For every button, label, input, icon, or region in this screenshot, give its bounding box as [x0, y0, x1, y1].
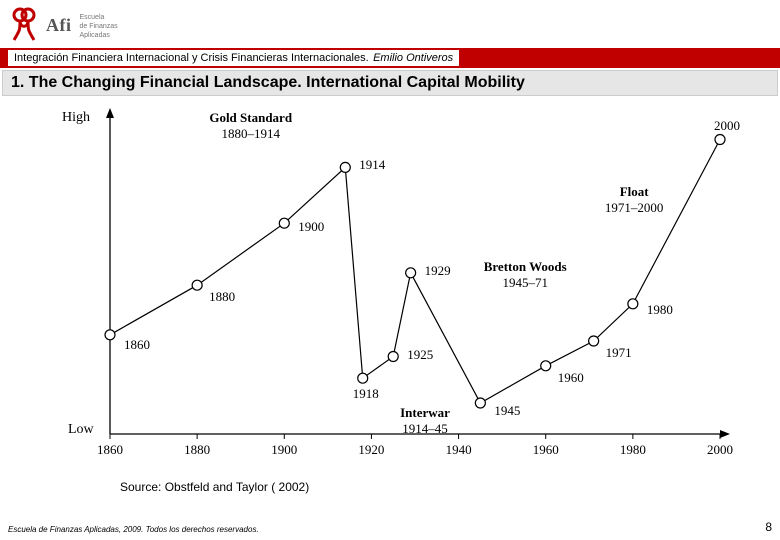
x-tick-label: 1980	[620, 442, 646, 458]
era-label: Interwar1914–45	[365, 405, 485, 437]
point-label: 2000	[714, 118, 740, 134]
y-label-high: High	[62, 110, 90, 126]
section-title: 1. The Changing Financial Landscape. Int…	[11, 74, 525, 91]
course-title: Integración Financiera Internacional y C…	[14, 52, 369, 64]
point-label: 1945	[494, 403, 520, 419]
era-label: Float1971–2000	[574, 184, 694, 216]
course-author: Emilio Ontiveros	[373, 52, 453, 64]
chart-source: Source: Obstfeld and Taylor ( 2002)	[120, 480, 780, 494]
course-header-bar: Integración Financiera Internacional y C…	[0, 48, 780, 68]
logo-subtitle: Escuela de Finanzas Aplicadas	[80, 12, 118, 39]
x-tick-label: 1860	[97, 442, 123, 458]
point-label: 1980	[647, 302, 673, 318]
x-tick-label: 1960	[533, 442, 559, 458]
era-label: Bretton Woods1945–71	[465, 259, 585, 291]
course-header-inner: Integración Financiera Internacional y C…	[8, 50, 459, 66]
x-tick-label: 1900	[271, 442, 297, 458]
section-title-bar: 1. The Changing Financial Landscape. Int…	[2, 70, 778, 96]
point-label: 1918	[353, 386, 379, 402]
x-tick-label: 1920	[358, 442, 384, 458]
x-tick-label: 1940	[446, 442, 472, 458]
era-label: Gold Standard1880–1914	[191, 110, 311, 142]
point-label: 1929	[425, 263, 451, 279]
afi-logo-icon	[10, 6, 38, 44]
logo-block: Afi Escuela de Finanzas Aplicadas	[0, 0, 780, 48]
point-label: 1960	[558, 370, 584, 386]
point-label: 1880	[209, 289, 235, 305]
logo-word: Afi	[46, 15, 72, 36]
page-number: 8	[765, 520, 772, 534]
x-tick-label: 2000	[707, 442, 733, 458]
point-label: 1925	[407, 347, 433, 363]
point-label: 1900	[298, 219, 324, 235]
capital-mobility-chart: 18601880190019201940196019802000HighLow1…	[40, 104, 740, 474]
point-label: 1860	[124, 337, 150, 353]
slide-footer: Escuela de Finanzas Aplicadas, 2009. Tod…	[8, 520, 772, 534]
point-label: 1971	[606, 345, 632, 361]
footer-copyright: Escuela de Finanzas Aplicadas, 2009. Tod…	[8, 525, 259, 534]
y-label-low: Low	[68, 422, 94, 438]
point-label: 1914	[359, 157, 385, 173]
x-tick-label: 1880	[184, 442, 210, 458]
